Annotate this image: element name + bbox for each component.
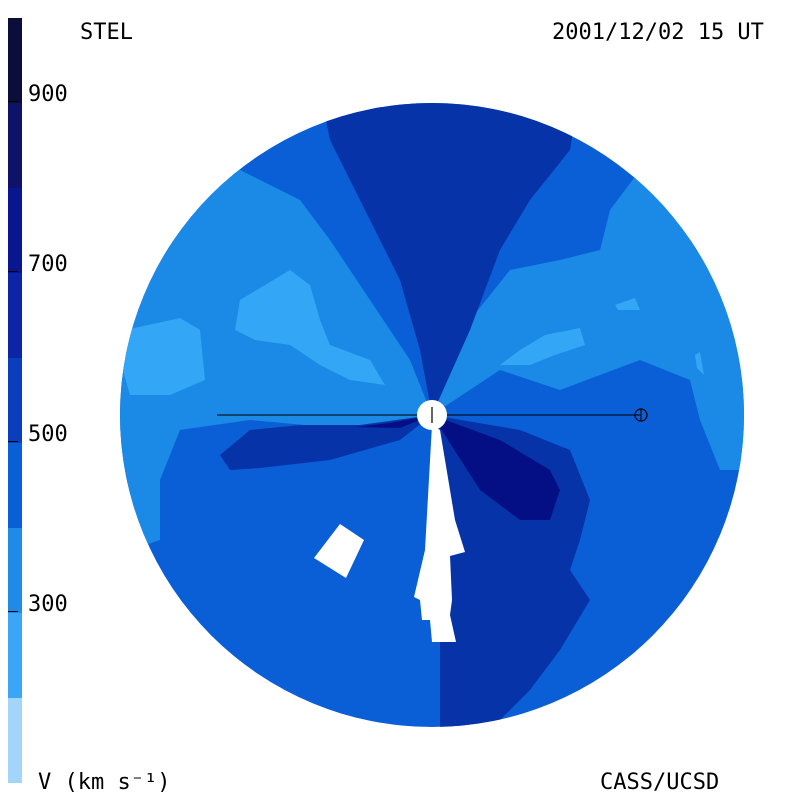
colorbar-tick-label: 300 xyxy=(28,592,68,617)
map-north-dark-region xyxy=(320,103,580,415)
map-cyan-patch xyxy=(615,298,640,310)
map-cyan-patch xyxy=(695,352,704,375)
map-cyan-patch xyxy=(500,328,585,365)
velocity-colorbar xyxy=(8,18,22,783)
map-west-dark-region xyxy=(220,415,432,470)
colorbar-tick-label: 700 xyxy=(28,252,68,277)
colorbar-tick xyxy=(8,611,18,612)
colorbar-tick xyxy=(8,441,18,442)
data-gap-square xyxy=(314,524,364,578)
colorbar-tick xyxy=(8,101,18,102)
colorbar-segment xyxy=(8,18,22,103)
instrument-label: STEL xyxy=(80,20,133,45)
colorbar-segment xyxy=(8,528,22,613)
map-west-darkest-streak xyxy=(355,415,432,428)
colorbar-segment xyxy=(8,103,22,188)
credit-label: CASS/UCSD xyxy=(600,770,720,795)
unit-label: V (km s⁻¹) xyxy=(38,770,171,795)
colorbar-segment xyxy=(8,698,22,783)
colorbar-tick-label: 900 xyxy=(28,82,68,107)
colorbar-segment xyxy=(8,358,22,443)
colorbar-tick-label: 500 xyxy=(28,422,68,447)
timestamp-label: 2001/12/02 15 UT xyxy=(552,20,764,45)
colorbar-segment xyxy=(8,273,22,358)
data-gap-wedge xyxy=(414,425,465,642)
map-cyan-patch xyxy=(235,270,385,385)
map-cyan-patch xyxy=(120,318,205,395)
colorbar-segment xyxy=(8,443,22,528)
colorbar-segment xyxy=(8,613,22,698)
map-south-darkest-region xyxy=(432,415,560,520)
colorbar-segment xyxy=(8,188,22,273)
colorbar-tick xyxy=(8,271,18,272)
